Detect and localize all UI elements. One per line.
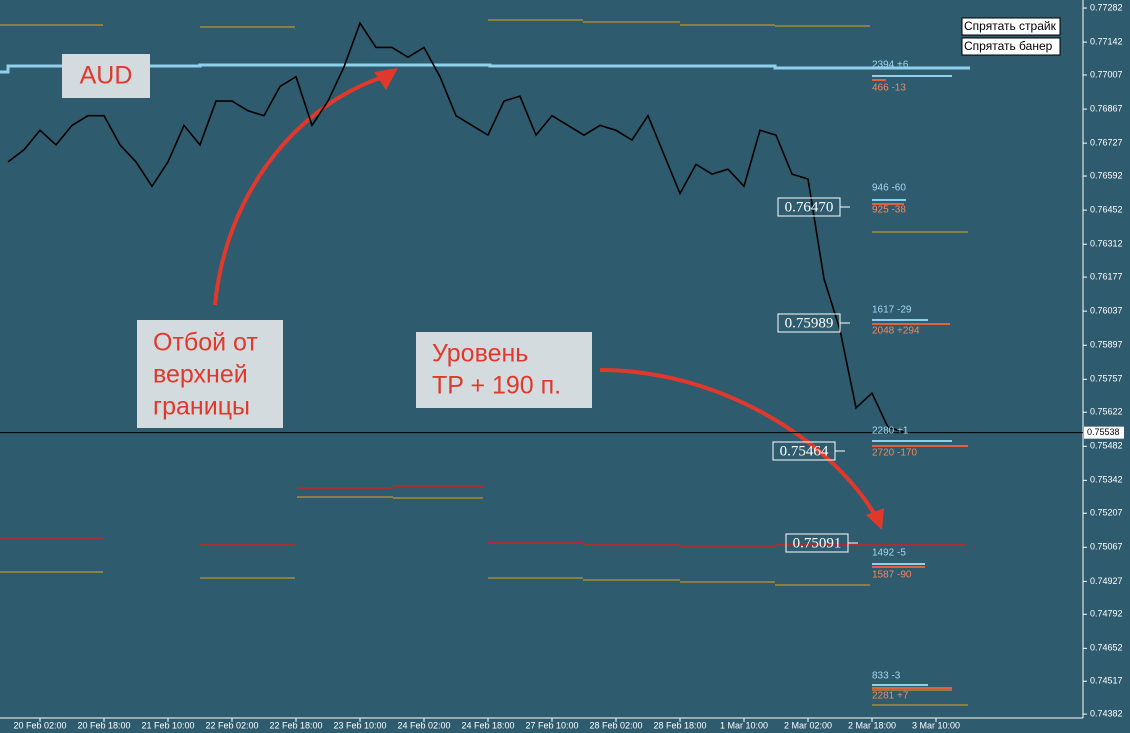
levels — [0, 19, 970, 706]
y-tick-label: 0.75757 — [1090, 374, 1123, 384]
annotation: Отбой от — [153, 329, 258, 357]
annotation: TP + 190 п. — [432, 372, 561, 400]
side-levels-red — [872, 79, 968, 689]
y-tick-label: 0.76037 — [1090, 306, 1123, 316]
price-box-label: 0.75989 — [785, 315, 834, 331]
y-tick-label: 0.76312 — [1090, 239, 1123, 249]
y-tick-label: 0.77007 — [1090, 69, 1123, 79]
arrow — [599, 368, 877, 517]
button-label[interactable]: Спрятать банер — [964, 39, 1053, 53]
button[interactable] — [961, 37, 1061, 56]
x-tick-label: 22 Feb 02:00 — [205, 720, 258, 730]
x-tick-label: 22 Feb 18:00 — [269, 720, 322, 730]
side-label: 2048 +294 — [872, 326, 920, 337]
arrow-head — [374, 68, 398, 90]
button-label[interactable]: Спрятать страйк — [964, 19, 1057, 33]
side-levels — [872, 75, 952, 686]
y-tick-label: 0.77282 — [1090, 2, 1123, 12]
y-tick-label: 0.75482 — [1090, 441, 1123, 451]
price-box-label: 0.75464 — [780, 443, 829, 459]
price-box-label: 0.76470 — [785, 199, 834, 215]
y-tick-label: 0.75897 — [1090, 340, 1123, 350]
y-tick-label: 0.76177 — [1090, 271, 1123, 281]
arrows — [213, 76, 877, 517]
price-line — [7, 21, 905, 433]
x-tick-label: 28 Feb 02:00 — [589, 720, 642, 730]
current-price-label: 0.75538 — [1087, 427, 1120, 437]
annotation: границы — [153, 393, 250, 421]
y-tick-label: 0.74927 — [1090, 576, 1123, 586]
side-label: 946 -60 — [872, 183, 906, 194]
y-tick-label: 0.74792 — [1090, 609, 1123, 619]
x-tick-label: 1 Mar 10:00 — [720, 720, 768, 730]
x-tick-label: 2 Mar 18:00 — [848, 720, 896, 730]
y-tick-label: 0.76592 — [1090, 170, 1123, 180]
price-box-label: 0.75091 — [793, 535, 842, 551]
x-tick-label: 20 Feb 02:00 — [13, 720, 66, 730]
side-label: 1492 -5 — [872, 548, 906, 559]
x-tick-label: 24 Feb 02:00 — [397, 720, 450, 730]
y-tick-label: 0.74652 — [1090, 643, 1123, 653]
current-price-box — [1084, 426, 1124, 439]
label-box — [416, 332, 592, 408]
y-tick-label: 0.74517 — [1090, 676, 1123, 686]
y-tick-label: 0.76727 — [1090, 138, 1123, 148]
side-label: 1617 -29 — [872, 305, 912, 316]
y-tick-label: 0.74382 — [1090, 708, 1123, 718]
x-tick-label: 2 Mar 02:00 — [784, 720, 832, 730]
label-box — [62, 54, 150, 98]
y-tick-label: 0.75342 — [1090, 475, 1123, 485]
x-tick-label: 24 Feb 18:00 — [461, 720, 514, 730]
level-lines-red — [0, 485, 966, 548]
axis-bg — [1083, 0, 1130, 733]
side-label: 2720 -170 — [872, 448, 917, 459]
arrow — [213, 76, 381, 306]
y-tick-label: 0.75207 — [1090, 508, 1123, 518]
x-tick-label: 21 Feb 10:00 — [141, 720, 194, 730]
side-label: 925 -38 — [872, 205, 906, 216]
annotation: верхней — [153, 361, 248, 389]
annotation: Уровень — [432, 340, 528, 368]
button[interactable] — [961, 17, 1061, 36]
x-tick-label: 28 Feb 18:00 — [653, 720, 706, 730]
y-tick-label: 0.77142 — [1090, 36, 1123, 46]
label-box — [137, 320, 283, 428]
currency-label: AUD — [80, 62, 133, 90]
side-label: 2394 +6 — [872, 60, 909, 71]
side-label: 1587 -90 — [872, 570, 912, 581]
x-tick-label: 23 Feb 10:00 — [333, 720, 386, 730]
y-tick-label: 0.75067 — [1090, 542, 1123, 552]
x-tick-label: 27 Feb 10:00 — [525, 720, 578, 730]
y-tick-label: 0.76867 — [1090, 103, 1123, 113]
side-label: 833 -3 — [872, 671, 901, 682]
arrow-head — [866, 508, 884, 530]
x-tick-label: 3 Mar 10:00 — [912, 720, 960, 730]
level-lines — [0, 19, 968, 706]
x-tick-label: 20 Feb 18:00 — [77, 720, 130, 730]
y-tick-label: 0.75622 — [1090, 407, 1123, 417]
buttons: Спрятать страйк Спрятать банер — [961, 17, 1061, 56]
side-label: 2281 +7 — [872, 691, 909, 702]
side-label: 466 -13 — [872, 83, 906, 94]
y-tick-label: 0.76452 — [1090, 204, 1123, 214]
side-label: 2280 +1 — [872, 426, 909, 437]
